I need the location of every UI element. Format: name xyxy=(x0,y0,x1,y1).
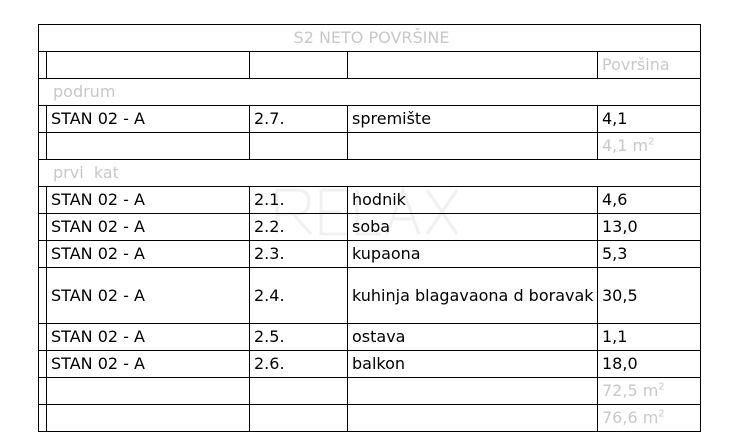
unit-cell: STAN 02 - A xyxy=(46,186,250,214)
net-area-table: S2 NETO POVRŠINE Površina podrum STAN 02… xyxy=(38,24,701,432)
unit-cell: STAN 02 - A xyxy=(46,213,250,241)
subtotal-prvi-kat: 72,5 m2 xyxy=(597,377,701,405)
table-row: STAN 02 - A 2.3. kupaona 5,3 xyxy=(38,240,701,268)
room-cell: ostava xyxy=(347,323,598,351)
number-cell: 2.2. xyxy=(249,213,348,241)
grand-total: 76,6 m2 xyxy=(597,404,701,432)
section-label-podrum: podrum xyxy=(38,78,701,106)
area-cell: 4,6 xyxy=(597,186,701,214)
section-label-prvi-kat: prvi kat xyxy=(38,159,701,187)
room-cell: kupaona xyxy=(347,240,598,268)
unit-cell: STAN 02 - A xyxy=(46,323,250,351)
area-cell: 4,1 xyxy=(597,105,701,133)
table-row: STAN 02 - A 2.1. hodnik 4,6 xyxy=(38,186,701,214)
number-cell: 2.1. xyxy=(249,186,348,214)
table-title: S2 NETO POVRŠINE xyxy=(38,24,701,52)
number-cell: 2.4. xyxy=(249,267,348,324)
table-row: STAN 02 - A 2.7. spremište 4,1 xyxy=(38,105,701,133)
area-cell: 1,1 xyxy=(597,323,701,351)
room-cell: kuhinja blagavaona d boravak xyxy=(347,267,598,324)
room-cell: balkon xyxy=(347,350,598,378)
table-row: STAN 02 - A 2.4. kuhinja blagavaona d bo… xyxy=(38,267,701,324)
header-area: Površina xyxy=(597,51,701,79)
unit-cell: STAN 02 - A xyxy=(46,105,250,133)
subtotal-row: 72,5 m2 xyxy=(38,377,701,405)
number-cell: 2.3. xyxy=(249,240,348,268)
area-cell: 5,3 xyxy=(597,240,701,268)
table-row: STAN 02 - A 2.5. ostava 1,1 xyxy=(38,323,701,351)
room-cell: spremište xyxy=(347,105,598,133)
grand-total-row: 76,6 m2 xyxy=(38,404,701,432)
header-row: Površina xyxy=(38,51,701,79)
unit-cell: STAN 02 - A xyxy=(46,350,250,378)
table-row: STAN 02 - A 2.6. balkon 18,0 xyxy=(38,350,701,378)
room-cell: soba xyxy=(347,213,598,241)
table-row: STAN 02 - A 2.2. soba 13,0 xyxy=(38,213,701,241)
area-cell: 30,5 xyxy=(597,267,701,324)
number-cell: 2.6. xyxy=(249,350,348,378)
subtotal-podrum: 4,1 m2 xyxy=(597,132,701,160)
subtotal-row: 4,1 m2 xyxy=(38,132,701,160)
area-cell: 18,0 xyxy=(597,350,701,378)
number-cell: 2.5. xyxy=(249,323,348,351)
area-cell: 13,0 xyxy=(597,213,701,241)
unit-cell: STAN 02 - A xyxy=(46,240,250,268)
room-cell: hodnik xyxy=(347,186,598,214)
number-cell: 2.7. xyxy=(249,105,348,133)
unit-cell: STAN 02 - A xyxy=(46,267,250,324)
